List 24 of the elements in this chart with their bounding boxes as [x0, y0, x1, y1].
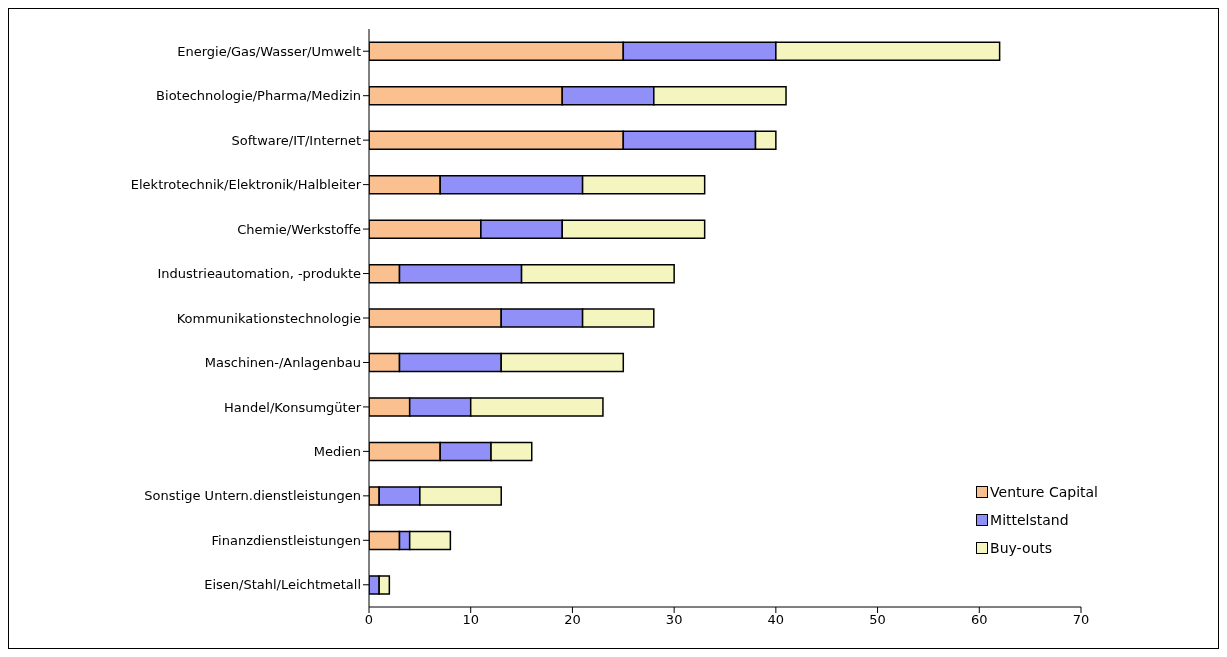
- x-tick-label: 0: [364, 612, 374, 628]
- y-tick-label: Elektrotechnik/Elektronik/Halbleiter: [130, 177, 362, 193]
- x-tick-label: 40: [767, 612, 785, 628]
- y-tick-label: Finanzdienstleistungen: [211, 532, 361, 548]
- y-tick-label: Eisen/Stahl/Leichtmetall: [204, 577, 361, 593]
- legend-label: Buy-outs: [990, 540, 1053, 556]
- y-tick-label: Software/IT/Internet: [231, 132, 361, 148]
- y-tick-label: Sonstige Untern.dienstleistungen: [144, 488, 361, 504]
- y-tick-label: Kommunikationstechnologie: [176, 310, 361, 326]
- x-tick-label: 70: [1072, 612, 1090, 628]
- legend-label: Venture Capital: [990, 484, 1098, 500]
- y-tick-label: Maschinen-/Anlagenbau: [204, 355, 361, 371]
- y-tick-label: Energie/Gas/Wasser/Umwelt: [177, 43, 361, 59]
- y-tick-label: Medien: [313, 444, 361, 459]
- y-tick-label: Chemie/Werkstoffe: [237, 221, 361, 237]
- x-tick-label: 20: [564, 612, 581, 628]
- y-tick-label: Biotechnologie/Pharma/Medizin: [156, 88, 361, 104]
- y-tick-label: Handel/Konsumgüter: [224, 399, 362, 415]
- x-tick-label: 50: [869, 612, 886, 628]
- legend-label: Mittelstand: [990, 512, 1069, 528]
- y-tick-label: Industrieautomation, -produkte: [157, 266, 361, 282]
- x-tick-label: 10: [462, 612, 479, 628]
- x-tick-label: 60: [971, 612, 988, 628]
- x-tick-label: 30: [665, 612, 683, 628]
